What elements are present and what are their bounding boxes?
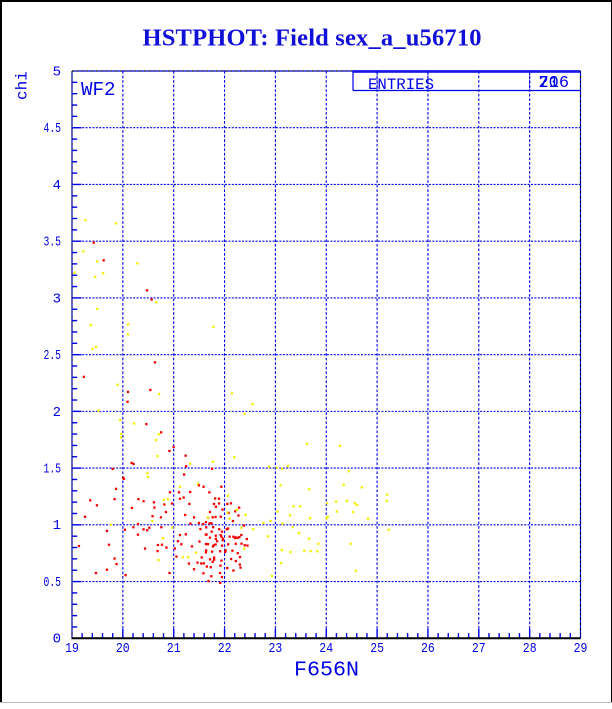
svg-text:ENTRIES: ENTRIES <box>368 76 434 94</box>
svg-text:20: 20 <box>116 641 130 657</box>
svg-text:27: 27 <box>472 641 486 657</box>
svg-text:F656N: F656N <box>294 659 359 683</box>
svg-text:21: 21 <box>167 641 181 657</box>
svg-text:4: 4 <box>53 178 61 194</box>
svg-text:5: 5 <box>53 64 61 80</box>
svg-text:1: 1 <box>53 518 61 534</box>
svg-text:1.5: 1.5 <box>44 462 62 478</box>
svg-text:HSTPHOT: Field sex_a_u56710: HSTPHOT: Field sex_a_u56710 <box>143 24 482 51</box>
svg-text:29: 29 <box>574 641 588 657</box>
svg-text:25: 25 <box>370 641 384 657</box>
svg-text:19: 19 <box>65 641 79 657</box>
svg-text:3: 3 <box>53 291 61 307</box>
svg-text:26: 26 <box>421 641 435 657</box>
svg-text:7: 7 <box>539 74 549 93</box>
svg-text:206: 206 <box>539 74 570 93</box>
svg-text:WF2: WF2 <box>81 79 116 101</box>
svg-text:0: 0 <box>53 632 61 648</box>
svg-text:chi: chi <box>14 71 32 100</box>
svg-text:3.5: 3.5 <box>44 235 62 251</box>
svg-text:23: 23 <box>269 641 283 657</box>
svg-text:22: 22 <box>218 641 232 657</box>
svg-text:24: 24 <box>319 641 333 657</box>
svg-text:4.5: 4.5 <box>44 121 62 137</box>
svg-text:2: 2 <box>53 405 61 421</box>
svg-text:28: 28 <box>523 641 537 657</box>
svg-text:2.5: 2.5 <box>44 348 62 364</box>
svg-text:1: 1 <box>549 74 559 93</box>
svg-text:0.5: 0.5 <box>44 575 62 591</box>
